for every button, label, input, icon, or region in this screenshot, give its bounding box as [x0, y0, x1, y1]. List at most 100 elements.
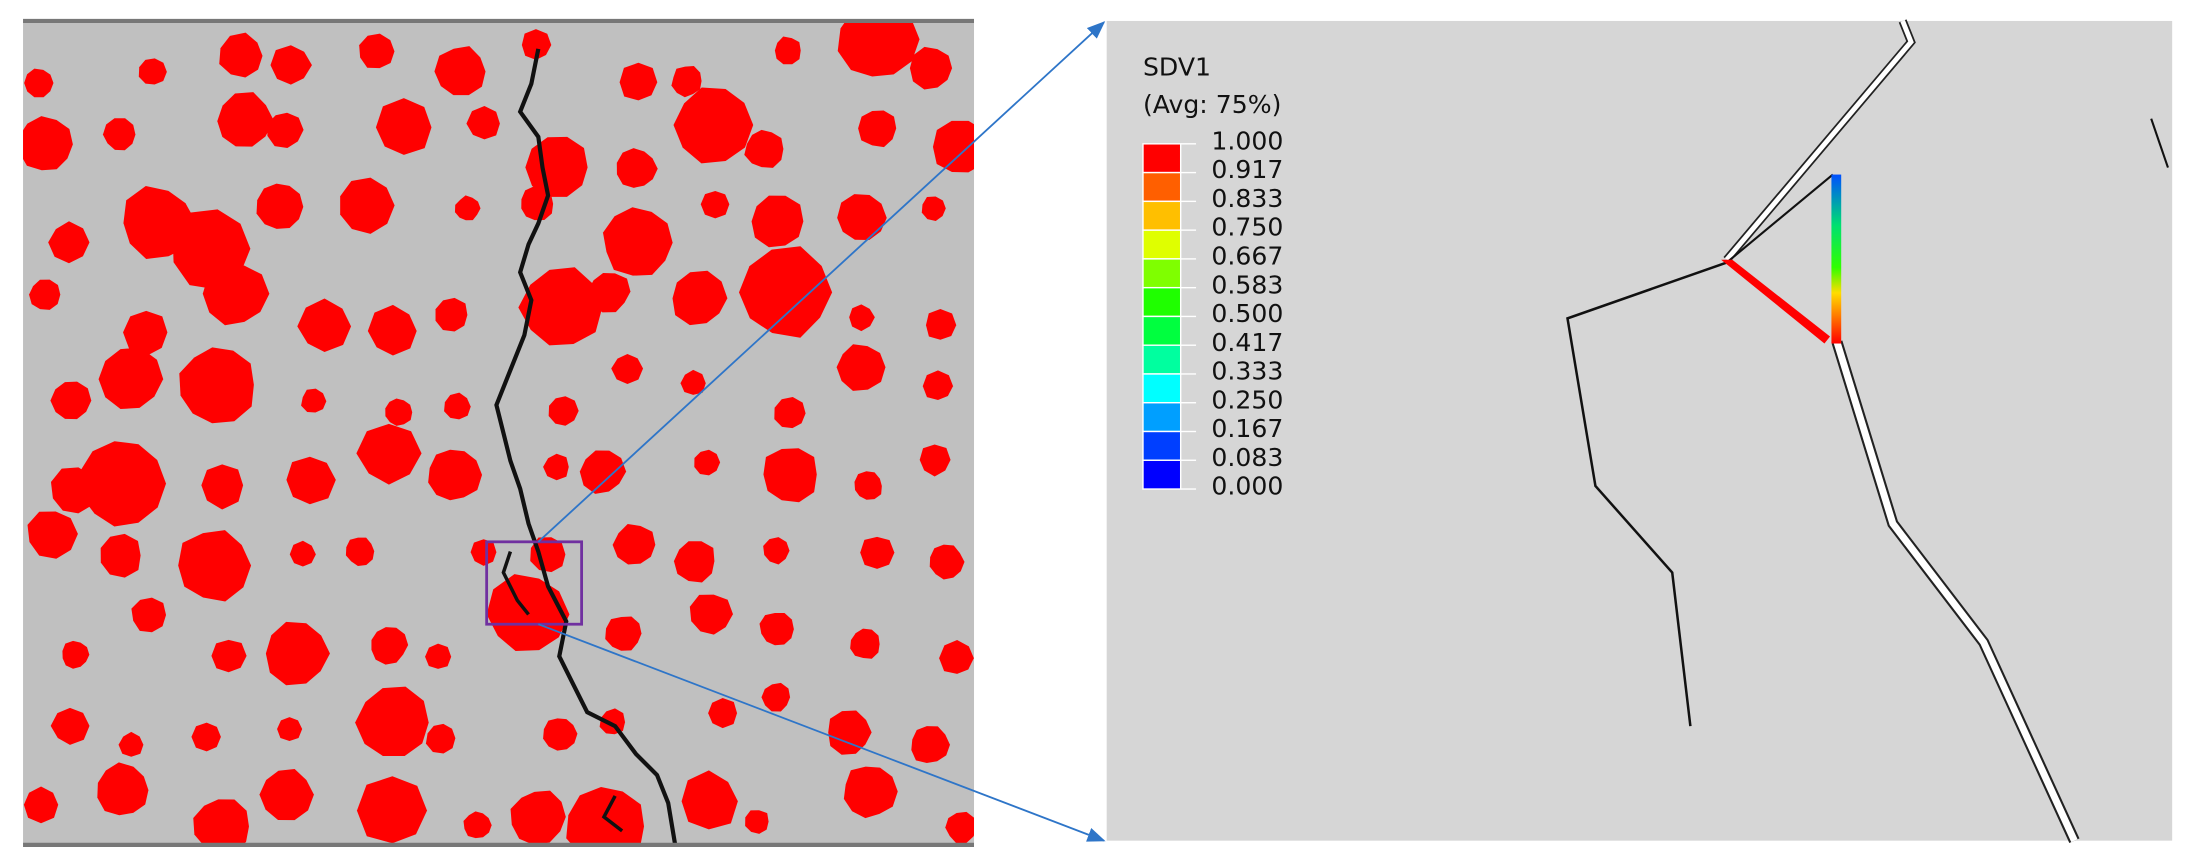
aggregate [425, 643, 452, 669]
aggregate [123, 310, 168, 357]
aggregate [922, 370, 954, 400]
crack-line [2150, 118, 2169, 168]
aggregate [265, 621, 330, 686]
aggregate [267, 112, 304, 149]
aggregate [98, 347, 164, 410]
zoom-arrow [537, 21, 1106, 543]
aggregate [761, 682, 791, 712]
aggregate [201, 464, 244, 510]
legend-subtitle: (Avg: 75%) [1143, 90, 1281, 119]
aggregate [530, 537, 566, 573]
aggregate [849, 304, 875, 332]
legend-label: 0.833 [1211, 184, 1283, 213]
legend-label: 0.500 [1211, 299, 1283, 328]
legend-swatch [1142, 286, 1182, 318]
crack-band [1724, 20, 1914, 262]
aggregate [837, 20, 920, 77]
crack-line [1726, 173, 1834, 264]
aggregate [681, 770, 738, 830]
aggregate [611, 353, 644, 385]
legend-label: 0.667 [1211, 242, 1283, 271]
aggregate [543, 718, 578, 751]
crack-branch [501, 551, 530, 616]
aggregate [619, 62, 658, 101]
aggregate [289, 540, 316, 567]
aggregate [929, 544, 965, 580]
crack-branch [601, 795, 624, 833]
legend-swatch [1142, 171, 1182, 203]
aggregate [909, 46, 953, 90]
aggregate [708, 697, 738, 729]
aggregate [858, 110, 897, 148]
aggregate [50, 707, 90, 745]
legend-swatch [1142, 402, 1182, 433]
legend-label: 0.000 [1211, 472, 1283, 501]
aggregate [345, 537, 375, 566]
legend-swatch [1142, 229, 1182, 260]
legend-label: 0.333 [1211, 357, 1283, 386]
aggregate [843, 766, 898, 819]
aggregate [919, 444, 951, 477]
aggregate [672, 270, 728, 326]
aggregate [828, 710, 872, 755]
damage-wedge [1721, 259, 1831, 344]
legend-swatch [1142, 143, 1182, 174]
aggregate [259, 769, 314, 821]
aggregate [179, 347, 254, 424]
aggregate [385, 398, 413, 426]
zoom-arrow [537, 623, 1106, 842]
aggregate [470, 539, 497, 566]
panel-background [1106, 20, 2173, 841]
aggregate [286, 456, 336, 505]
legend-label: 0.083 [1211, 443, 1283, 472]
legend: 1.0000.9170.8330.7500.6670.5830.5000.417… [1142, 126, 1283, 501]
aggregate [689, 594, 733, 635]
aggregate [355, 686, 429, 757]
aggregate [191, 722, 221, 752]
legend-swatch [1142, 344, 1182, 375]
aggregate [763, 448, 817, 503]
aggregate [428, 449, 483, 501]
aggregate [548, 396, 579, 426]
legend-label: 0.167 [1211, 414, 1283, 443]
aggregate [837, 194, 887, 241]
aggregate [616, 148, 658, 188]
damage-band [1831, 174, 1842, 344]
aggregate [131, 597, 167, 633]
mesoscale-panel [23, 18, 975, 847]
crack-line [1566, 261, 1728, 727]
crack-band [1833, 341, 2078, 843]
aggregate [454, 195, 481, 221]
aggregate [375, 98, 432, 155]
aggregate [79, 441, 167, 527]
legend-label: 0.750 [1211, 213, 1283, 242]
aggregate [945, 811, 975, 844]
aggregate [763, 537, 790, 565]
aggregate [359, 33, 395, 69]
aggregate [356, 776, 428, 844]
aggregate [256, 183, 304, 229]
aggregate [587, 273, 631, 313]
aggregate [939, 639, 974, 674]
aggregate [367, 304, 417, 356]
legend-swatch [1142, 200, 1182, 231]
aggregate [97, 762, 149, 816]
aggregates [23, 20, 975, 845]
aggregate [774, 36, 801, 65]
aggregate [217, 92, 275, 147]
aggregate [602, 207, 673, 276]
legend-swatch [1142, 430, 1182, 461]
legend-swatch [1142, 258, 1182, 289]
aggregate [738, 246, 833, 338]
legend-label: 1.000 [1211, 126, 1283, 155]
crack [494, 48, 678, 846]
aggregate [694, 449, 721, 476]
zoom-box [485, 540, 584, 626]
aggregate [211, 639, 247, 673]
aggregate [219, 32, 263, 78]
aggregate [751, 195, 804, 248]
aggregate [911, 726, 950, 764]
aggregate [118, 731, 144, 757]
aggregate [925, 309, 957, 340]
